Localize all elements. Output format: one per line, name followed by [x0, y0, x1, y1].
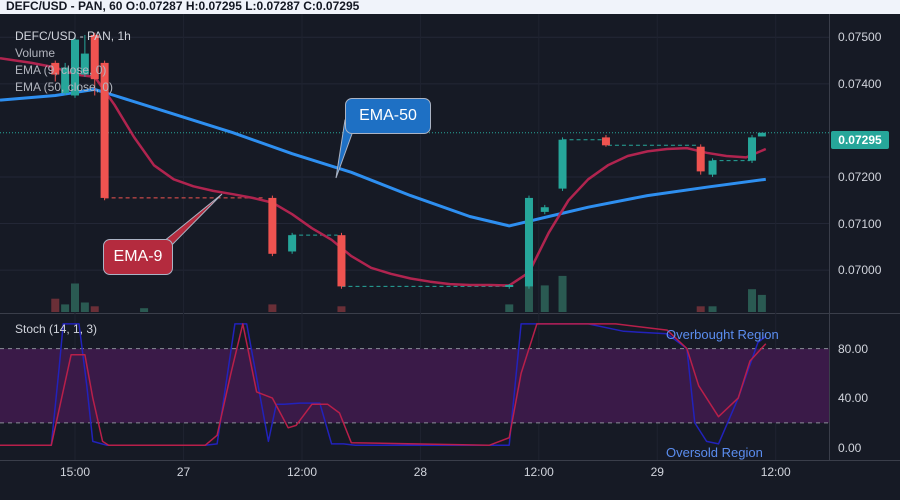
candle-body	[540, 207, 549, 212]
volume-bar	[524, 279, 533, 312]
ema50-callout: EMA-50	[345, 98, 431, 134]
candle-body	[61, 67, 70, 94]
volume-bar	[540, 285, 549, 312]
candle-body	[757, 132, 766, 137]
ema9-callout: EMA-9	[103, 239, 173, 275]
price-tick-label: 0.07100	[838, 216, 882, 231]
ema9-line	[0, 56, 767, 287]
time-tick-label: 12:00	[523, 465, 554, 479]
price-tick-label: 0.07400	[838, 76, 882, 91]
price-tick-label: 0.07200	[838, 169, 882, 184]
time-tick-label: 28	[413, 465, 428, 479]
ema9-series	[0, 56, 767, 287]
candle-body	[100, 62, 109, 198]
symbol-title: DEFC/USD - PAN, 1h	[15, 29, 131, 43]
volume-bar	[505, 304, 514, 312]
volume-bars	[51, 275, 766, 312]
stoch-band	[0, 348, 829, 423]
main-grid	[0, 14, 829, 460]
stoch-tick-label: 80.00	[838, 341, 869, 356]
stoch-series	[0, 323, 767, 446]
stoch-title[interactable]: Stoch (14, 1, 3)	[15, 322, 98, 336]
stoch-k-series	[0, 323, 767, 446]
candle-body	[748, 137, 757, 161]
candle-body	[288, 235, 297, 252]
candle-body	[558, 139, 567, 189]
volume-bar	[140, 308, 149, 312]
volume-bar	[268, 304, 277, 312]
volume-bar	[80, 302, 89, 312]
time-tick-label: 27	[176, 465, 191, 479]
volume-bar	[71, 283, 80, 312]
candle-body	[268, 197, 277, 254]
candle-body	[524, 197, 533, 287]
time-tick-label: 12:00	[286, 465, 317, 479]
time-tick-label: 12:00	[760, 465, 791, 479]
guide-lines	[104, 139, 751, 287]
price-tick-label: 0.07500	[838, 30, 882, 45]
candle-body	[505, 284, 514, 287]
current-price-badge: 0.07295	[831, 131, 889, 149]
time-tick-label: 15:00	[59, 465, 91, 479]
candle-body	[51, 62, 60, 75]
candle-body	[90, 34, 99, 80]
indicator-ema9[interactable]: EMA (9, close, 0)	[15, 63, 107, 77]
volume-bar	[696, 306, 705, 312]
candle-body	[337, 235, 346, 287]
candle-body	[80, 53, 89, 75]
candle-body	[601, 137, 610, 146]
candle-body	[708, 160, 717, 175]
candle-body	[696, 146, 705, 172]
indicator-volume[interactable]: Volume	[15, 46, 56, 60]
volume-bar	[558, 275, 567, 312]
stoch-tick-label: 0.00	[838, 440, 862, 455]
oversold-label: Oversold Region	[666, 445, 763, 460]
candle-body	[71, 39, 80, 96]
volume-bar	[748, 289, 757, 312]
candles	[51, 32, 766, 289]
volume-bar	[337, 306, 346, 312]
stoch-tick-label: 40.00	[838, 391, 869, 406]
ohlc-header: DEFC/USD - PAN, 60 O:0.07287 H:0.07295 L…	[0, 0, 900, 14]
volume-bar	[51, 298, 60, 312]
volume-bar	[61, 304, 70, 312]
volume-bar	[90, 306, 99, 312]
overbought-label: Overbought Region	[666, 327, 779, 342]
volume-bar	[708, 306, 717, 312]
stoch-d-series	[0, 323, 767, 446]
time-tick-label: 29	[650, 465, 664, 479]
price-tick-label: 0.07000	[838, 263, 882, 278]
stoch-guides	[0, 348, 829, 424]
volume-bar	[757, 294, 766, 312]
indicator-ema50[interactable]: EMA (50, close, 0)	[15, 80, 114, 94]
